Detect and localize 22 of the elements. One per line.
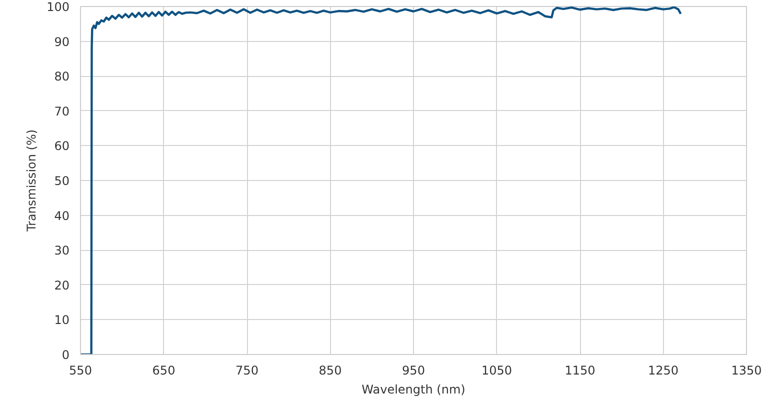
y-tick-label: 50	[54, 174, 70, 188]
x-tick-label: 1350	[731, 364, 762, 378]
x-tick-label: 650	[152, 364, 176, 378]
y-tick-label: 0	[62, 348, 70, 362]
x-tick-label: 1050	[481, 364, 512, 378]
y-tick-label: 10	[54, 313, 70, 328]
y-tick-label: 20	[54, 278, 70, 292]
x-tick-label: 750	[236, 364, 258, 378]
y-tick-label: 80	[54, 70, 70, 84]
y-tick-label: 100	[46, 0, 70, 14]
y-tick-label: 60	[54, 139, 70, 154]
x-tick-label: 550	[69, 364, 92, 378]
x-tick-label: 1150	[564, 364, 596, 378]
x-tick-label: 850	[318, 364, 342, 378]
y-tick-label: 70	[54, 104, 70, 118]
y-tick-label: 40	[54, 208, 70, 223]
y-axis-title: Transmission (%)	[24, 129, 39, 233]
x-axis-title: Wavelength (nm)	[362, 382, 466, 396]
y-tick-label: 90	[54, 34, 70, 49]
x-tick-label: 950	[402, 364, 425, 378]
x-tick-label: 1250	[648, 364, 679, 378]
y-tick-label: 30	[54, 244, 70, 258]
